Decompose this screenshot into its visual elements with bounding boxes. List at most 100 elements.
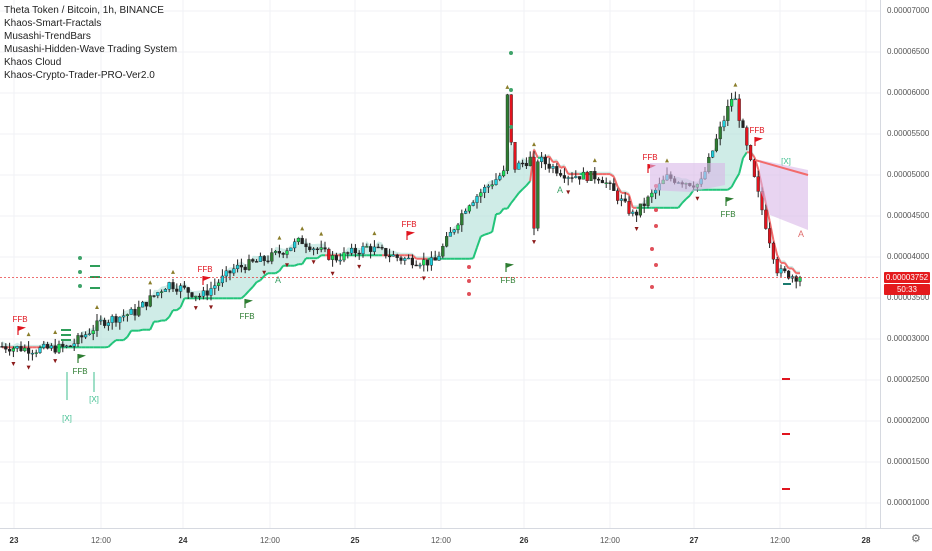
candle-body bbox=[799, 277, 802, 281]
legend-indicator[interactable]: Khaos-Crypto-Trader-PRO-Ver2.0 bbox=[4, 69, 177, 82]
candle-body bbox=[506, 95, 509, 171]
candle-body bbox=[312, 249, 315, 250]
candle-body bbox=[487, 186, 490, 187]
candle-body bbox=[358, 253, 361, 254]
candle-body bbox=[248, 259, 251, 269]
exit-marker-label: [X] bbox=[781, 157, 791, 166]
candle-body bbox=[54, 346, 57, 353]
candle-body bbox=[426, 260, 429, 265]
time-tick-label: 27 bbox=[690, 536, 699, 545]
price-tick-label: 0.00005000 bbox=[887, 170, 929, 179]
fractal-down-marker bbox=[11, 362, 15, 366]
candle-body bbox=[400, 258, 403, 261]
legend-indicator[interactable]: Musashi-Hidden-Wave Trading System bbox=[4, 43, 177, 56]
candle-body bbox=[715, 139, 718, 151]
candle-body bbox=[350, 248, 353, 253]
candle-body bbox=[457, 225, 460, 230]
candle-body bbox=[27, 348, 30, 353]
candle-body bbox=[35, 353, 38, 354]
candle-body bbox=[445, 236, 448, 246]
candle-body bbox=[240, 265, 243, 267]
candle-body bbox=[373, 247, 376, 252]
candle-body bbox=[229, 271, 232, 273]
candle-body bbox=[517, 163, 520, 169]
gear-icon[interactable]: ⚙ bbox=[911, 532, 921, 545]
fractal-up-marker bbox=[665, 158, 669, 162]
ffb-flag-icon bbox=[78, 354, 86, 359]
candle-body bbox=[225, 271, 228, 276]
price-tick-label: 0.00006000 bbox=[887, 88, 929, 97]
candle-body bbox=[236, 265, 239, 269]
candle-body bbox=[381, 247, 384, 248]
candle-body bbox=[776, 259, 779, 273]
candle-body bbox=[514, 142, 517, 169]
candle-body bbox=[552, 166, 555, 168]
fractal-up-marker bbox=[319, 232, 323, 236]
candle-body bbox=[23, 348, 26, 351]
fractal-up-marker bbox=[532, 142, 536, 146]
candle-body bbox=[99, 320, 102, 321]
candle-body bbox=[388, 256, 391, 257]
candle-body bbox=[46, 344, 49, 348]
candle-body bbox=[362, 246, 365, 253]
candle-body bbox=[164, 289, 167, 291]
ffb-flag-icon bbox=[245, 299, 253, 304]
fractal-up-marker bbox=[372, 231, 376, 235]
candle-body bbox=[403, 258, 406, 260]
fractal-down-marker bbox=[566, 190, 570, 194]
candle-body bbox=[175, 289, 178, 291]
exit-marker-label: [X] bbox=[89, 395, 99, 404]
price-tick-label: 0.00004500 bbox=[887, 211, 929, 220]
candle-body bbox=[263, 256, 266, 260]
candle-body bbox=[172, 282, 175, 289]
fractal-down-marker bbox=[53, 359, 57, 363]
signal-dot bbox=[78, 284, 82, 288]
price-tick-label: 0.00002500 bbox=[887, 375, 929, 384]
candle-body bbox=[194, 296, 197, 297]
fractal-down-marker bbox=[27, 366, 31, 370]
candle-body bbox=[115, 316, 118, 322]
ffb-flag-icon bbox=[407, 231, 415, 236]
fractal-up-marker bbox=[593, 158, 597, 162]
candle-body bbox=[529, 157, 532, 166]
candle-body bbox=[468, 206, 471, 212]
fractal-up-marker bbox=[300, 226, 304, 230]
candle-body bbox=[206, 291, 209, 296]
candle-body bbox=[346, 253, 349, 254]
candle-body bbox=[118, 317, 121, 322]
candle-body bbox=[730, 99, 733, 106]
legend-indicator[interactable]: Khaos-Smart-Fractals bbox=[4, 17, 177, 30]
candle-body bbox=[639, 204, 642, 215]
candle-body bbox=[130, 309, 133, 314]
candle-body bbox=[316, 249, 319, 250]
price-tick-label: 0.00001500 bbox=[887, 457, 929, 466]
fractal-down-marker bbox=[695, 197, 699, 201]
time-tick-label: 12:00 bbox=[431, 536, 451, 545]
candle-body bbox=[483, 187, 486, 192]
legend-indicator[interactable]: Khaos Cloud bbox=[4, 56, 177, 69]
candle-body bbox=[430, 258, 433, 266]
legend-title[interactable]: Theta Token / Bitcoin, 1h, BINANCE bbox=[4, 4, 177, 17]
fractal-down-marker bbox=[194, 306, 198, 310]
candle-body bbox=[491, 185, 494, 186]
candle-body bbox=[12, 348, 15, 351]
candle-body bbox=[213, 286, 216, 289]
fractal-up-marker bbox=[277, 236, 281, 240]
trail-stop-line bbox=[564, 167, 568, 175]
signal-dot bbox=[654, 263, 658, 267]
candle-body bbox=[77, 335, 80, 343]
candle-body bbox=[134, 309, 137, 315]
candle-body bbox=[555, 166, 558, 173]
candle-body bbox=[137, 307, 140, 315]
candle-body bbox=[738, 99, 741, 121]
candle-body bbox=[92, 331, 95, 334]
trail-stop-line bbox=[158, 320, 162, 321]
candle-body bbox=[365, 246, 368, 247]
ffb-label: FFB bbox=[72, 367, 87, 376]
legend-indicator[interactable]: Musashi-TrendBars bbox=[4, 30, 177, 43]
signal-dot bbox=[509, 125, 513, 129]
candle-body bbox=[377, 247, 380, 248]
candle-body bbox=[772, 243, 775, 259]
